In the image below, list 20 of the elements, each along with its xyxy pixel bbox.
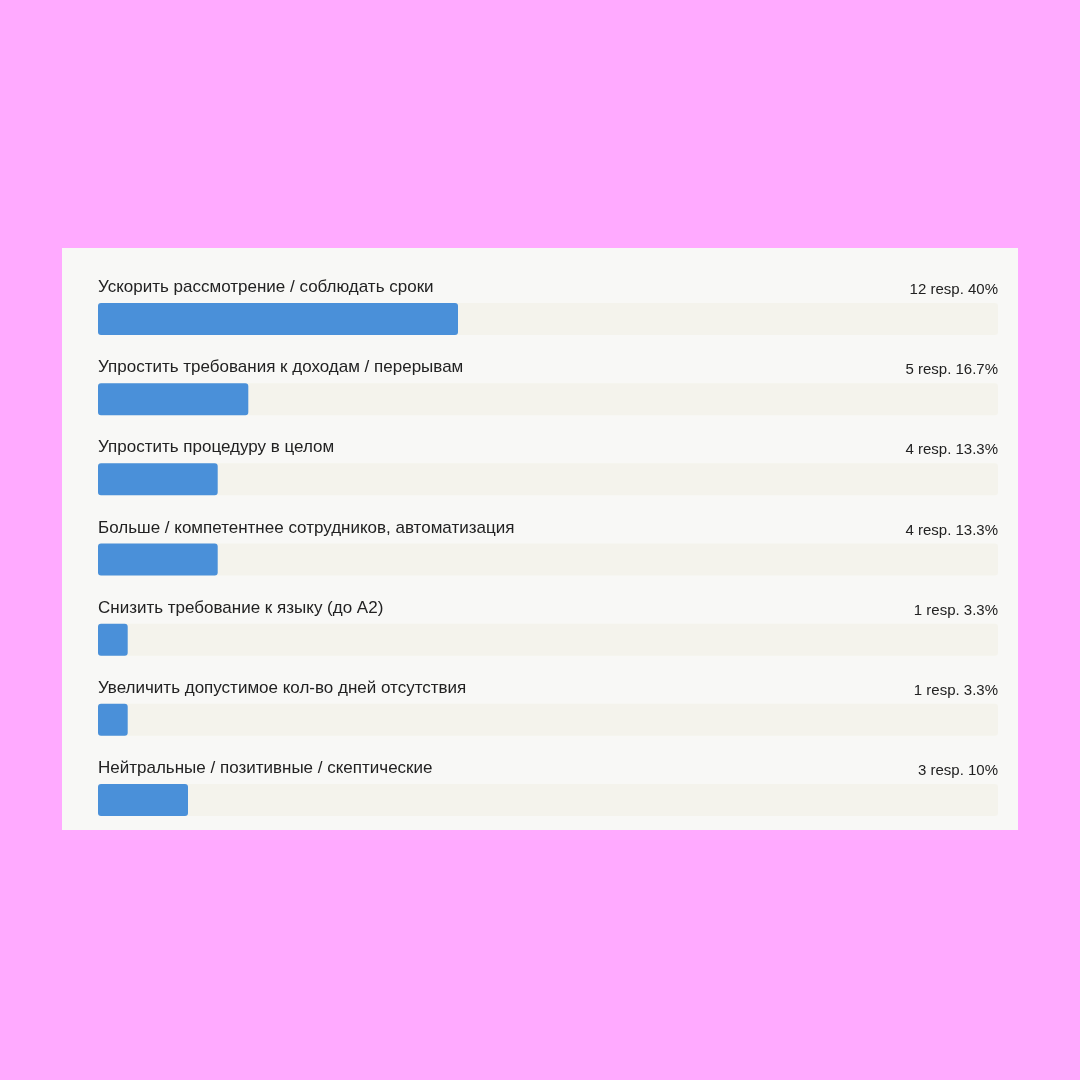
bar	[98, 703, 128, 736]
data-label: 1 resp. 3.3%	[913, 600, 998, 618]
y-tick-label: Упростить требования к доходам / перерывам	[98, 357, 464, 377]
data-label: 12 resp. 40%	[909, 280, 998, 298]
data-label: 4 resp. 13.3%	[905, 440, 998, 458]
y-tick-label: Снизить требование к языку (до A2)	[98, 597, 384, 617]
data-label: 1 resp. 3.3%	[913, 680, 998, 698]
y-tick-label: Ускорить рассмотрение / соблюдать сроки	[98, 277, 434, 297]
data-label: 5 resp. 16.7%	[905, 360, 998, 378]
bar	[98, 623, 128, 656]
bar	[98, 543, 218, 576]
bar	[98, 383, 249, 416]
y-tick-label: Нейтральные / позитивные / скептические	[98, 757, 433, 777]
y-tick-label: Упростить процедуру в целом	[98, 437, 335, 457]
data-label: 4 resp. 13.3%	[905, 520, 998, 538]
data-label: 3 resp. 10%	[917, 760, 998, 778]
bar	[98, 463, 218, 496]
bar	[98, 783, 188, 816]
y-tick-label: Больше / компетентнее сотрудников, автоматизация	[98, 517, 515, 537]
y-tick-label: Увеличить допустимое кол-во дней отсутствия	[98, 677, 467, 697]
